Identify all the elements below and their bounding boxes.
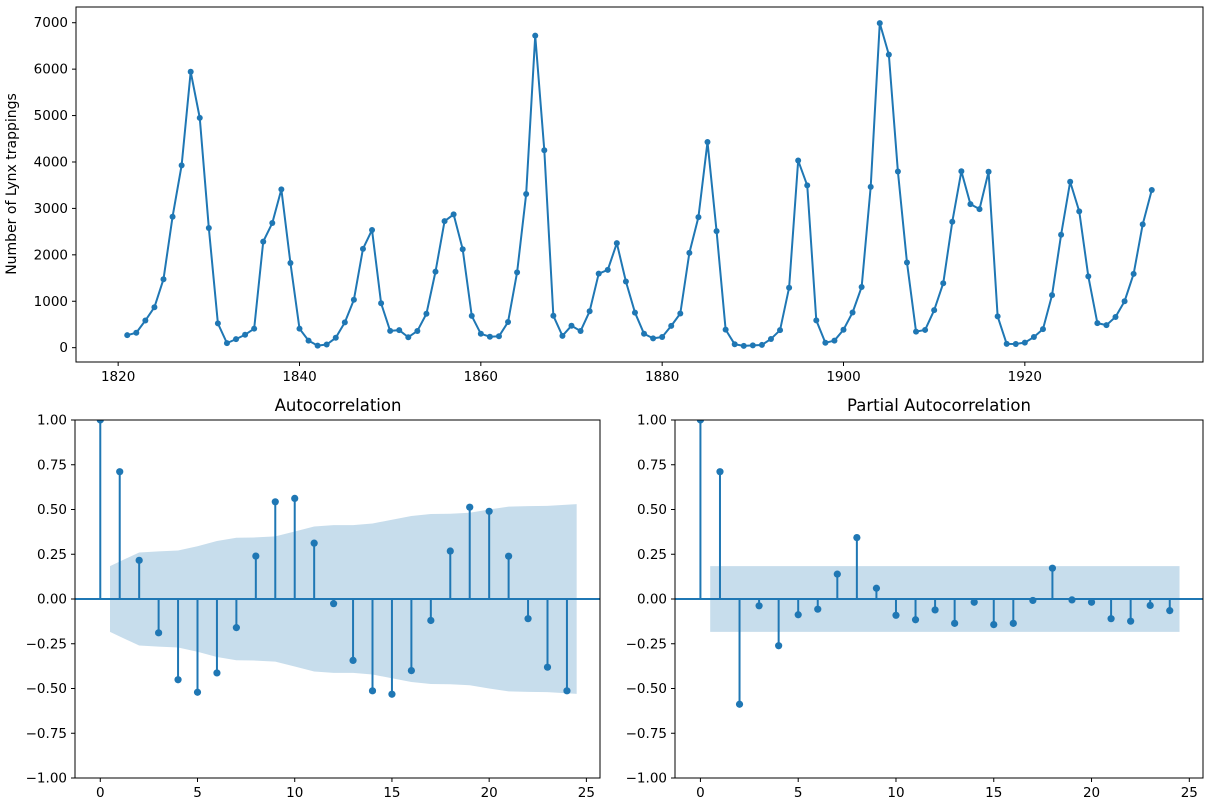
timeseries-x-tick-label: 1880 bbox=[645, 369, 679, 385]
pacf-title: Partial Autocorrelation bbox=[847, 396, 1031, 415]
acf-x-tick-label: 5 bbox=[193, 785, 202, 801]
pacf-x-tick-label: 0 bbox=[696, 785, 705, 801]
acf-y-axis-ticks: 1.00 0.75 0.50 0.25 0.00 −0.25 −0.50 −0.75 −1.00 bbox=[26, 413, 75, 787]
timeseries-y-tick-label: 7000 bbox=[34, 15, 68, 31]
acf-x-tick-label: 0 bbox=[96, 785, 105, 801]
timeseries-x-tick-label: 1920 bbox=[1008, 369, 1042, 385]
acf-x-tick-label: 20 bbox=[481, 785, 498, 801]
acf-y-tick-label: 1.00 bbox=[37, 413, 67, 429]
acf-y-tick-label: 0.25 bbox=[37, 547, 67, 563]
pacf-y-tick-label: 0.50 bbox=[637, 502, 667, 518]
acf-y-tick-label: −0.50 bbox=[26, 681, 67, 697]
pacf-x-tick-label: 15 bbox=[985, 785, 1002, 801]
acf-title: Autocorrelation bbox=[274, 396, 402, 415]
acf-y-tick-label: 0.75 bbox=[37, 457, 67, 473]
timeseries-y-tick-label: 5000 bbox=[34, 108, 68, 124]
acf-y-tick-label: −1.00 bbox=[26, 771, 67, 787]
pacf-y-tick-label: −0.75 bbox=[626, 726, 667, 742]
acf-markers bbox=[96, 419, 571, 698]
timeseries-y-tick-label: 4000 bbox=[34, 154, 68, 170]
timeseries-y-axis-ticks: 0 1000 2000 3000 4000 5000 6000 7000 bbox=[34, 15, 76, 356]
acf-x-tick-label: 15 bbox=[383, 785, 400, 801]
pacf-y-tick-label: −1.00 bbox=[626, 771, 667, 787]
timeseries-y-tick-label: 2000 bbox=[34, 247, 68, 263]
timeseries-x-tick-label: 1840 bbox=[282, 369, 316, 385]
lynx-markers bbox=[124, 20, 1155, 349]
pacf-x-tick-label: 10 bbox=[887, 785, 904, 801]
acf-y-tick-label: 0.00 bbox=[37, 592, 67, 608]
pacf-y-axis-ticks: 1.00 0.75 0.50 0.25 0.00 −0.25 −0.50 −0.75 −1.00 bbox=[626, 413, 675, 787]
timeseries-x-tick-label: 1820 bbox=[101, 369, 135, 385]
acf-x-axis-ticks: 0 5 10 15 20 25 bbox=[96, 778, 595, 801]
acf-y-tick-label: −0.75 bbox=[26, 726, 67, 742]
pacf-y-tick-label: 0.75 bbox=[637, 457, 667, 473]
pacf-x-tick-label: 20 bbox=[1083, 785, 1100, 801]
timeseries-x-tick-label: 1900 bbox=[826, 369, 860, 385]
pacf-y-tick-label: −0.25 bbox=[626, 636, 667, 652]
timeseries-y-tick-label: 0 bbox=[59, 340, 68, 356]
pacf-y-tick-label: 0.00 bbox=[637, 592, 667, 608]
timeseries-y-tick-label: 6000 bbox=[34, 62, 68, 78]
acf-y-tick-label: −0.25 bbox=[26, 636, 67, 652]
acf-stems bbox=[99, 420, 568, 695]
acf-panel: 0 5 10 15 20 25 1.00 0.75 0.50 0.25 0.00 −0.25 −0.50… bbox=[26, 413, 601, 801]
pacf-stems bbox=[699, 420, 1171, 705]
timeseries-y-tick-label: 3000 bbox=[34, 201, 68, 217]
pacf-markers bbox=[696, 419, 1174, 708]
acf-x-tick-label: 25 bbox=[578, 785, 595, 801]
pacf-y-tick-label: 0.25 bbox=[637, 547, 667, 563]
timeseries-y-tick-label: 1000 bbox=[34, 294, 68, 310]
timeseries-data bbox=[124, 20, 1155, 349]
pacf-panel: 0 5 10 15 20 25 1.00 0.75 0.50 0.25 0.00 −0.25 −0.50… bbox=[626, 413, 1204, 801]
lynx-line bbox=[126, 22, 1153, 347]
pacf-y-tick-label: −0.50 bbox=[626, 681, 667, 697]
pacf-y-tick-label: 1.00 bbox=[637, 413, 667, 429]
pacf-data bbox=[675, 419, 1203, 708]
timeseries-x-tick-label: 1860 bbox=[464, 369, 498, 385]
timeseries-spines bbox=[75, 6, 1204, 363]
acf-y-tick-label: 0.50 bbox=[37, 502, 67, 518]
pacf-x-axis-ticks: 0 5 10 15 20 25 bbox=[696, 778, 1198, 801]
acf-x-tick-label: 10 bbox=[286, 785, 303, 801]
y-axis-label: Number of Lynx trappings bbox=[4, 93, 20, 275]
acf-data bbox=[75, 419, 600, 698]
timeseries-x-axis-ticks: 1820 1840 1860 1880 1900 1920 bbox=[101, 362, 1042, 385]
timeseries-panel: 1820 1840 1860 1880 1900 1920 0 1000 2000 3000 400… bbox=[34, 6, 1204, 385]
pacf-x-tick-label: 25 bbox=[1181, 785, 1198, 801]
pacf-x-tick-label: 5 bbox=[794, 785, 803, 801]
